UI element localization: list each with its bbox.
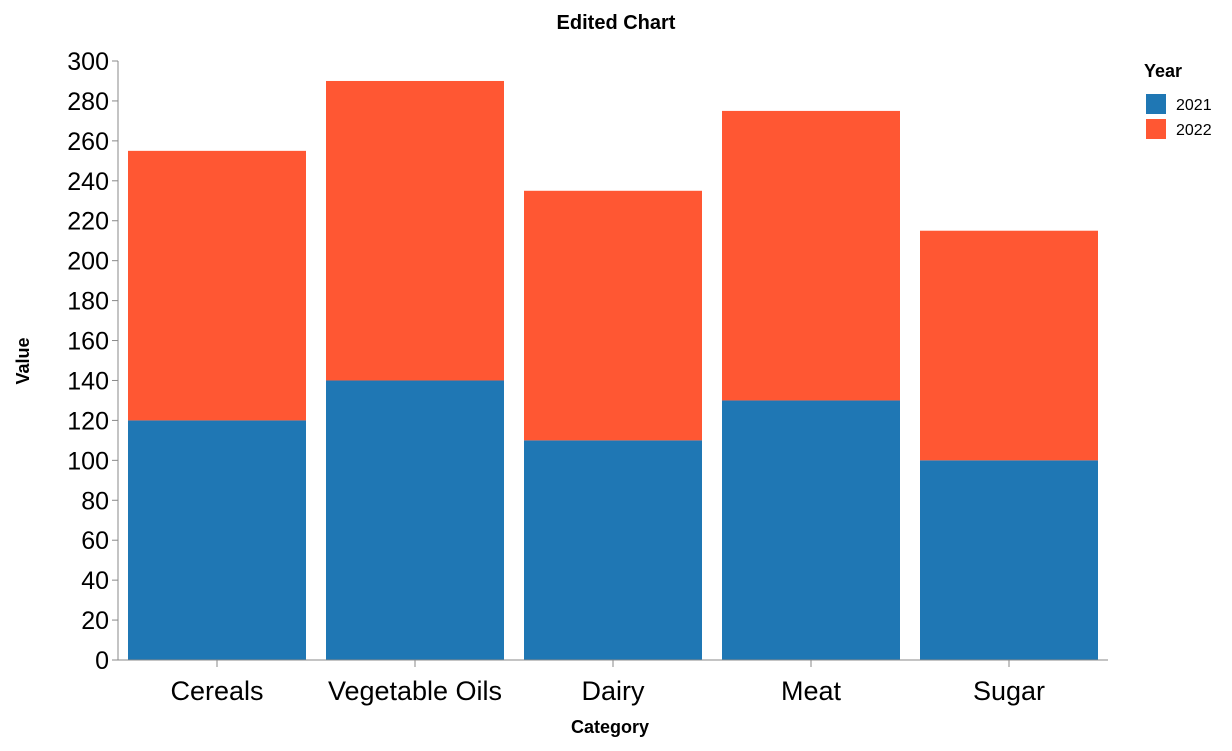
x-tick-label: Vegetable Oils <box>328 676 502 706</box>
y-tick-label: 220 <box>67 208 109 236</box>
chart-title: Edited Chart <box>557 12 676 34</box>
y-tick-label: 40 <box>81 567 109 595</box>
y-axis-title: Value <box>13 337 33 384</box>
y-tick-label: 100 <box>67 447 109 475</box>
bar-2021-cereals <box>128 420 306 660</box>
bar-2021-vegetable-oils <box>326 380 504 660</box>
y-tick-label: 280 <box>67 88 109 116</box>
x-tick-label: Sugar <box>973 676 1045 706</box>
legend-label-2022: 2022 <box>1176 122 1212 139</box>
y-tick-label: 60 <box>81 527 109 555</box>
y-tick-label: 160 <box>67 328 109 356</box>
x-axis-title: Category <box>571 717 649 737</box>
x-tick-label: Dairy <box>581 676 645 706</box>
legend-swatch-2022 <box>1146 119 1166 139</box>
y-tick-label: 80 <box>81 487 109 515</box>
y-tick-label: 120 <box>67 407 109 435</box>
bar-2021-sugar <box>920 460 1098 660</box>
y-tick-label: 20 <box>81 607 109 635</box>
bar-2022-vegetable-oils <box>326 80 504 381</box>
bars-layer <box>128 80 1098 660</box>
bar-2022-dairy <box>524 190 702 441</box>
y-tick-label: 0 <box>95 647 109 675</box>
bar-2022-meat <box>722 110 900 401</box>
x-axis: Cereals Vegetable Oils Dairy Meat Sugar <box>118 659 1108 706</box>
x-tick-label: Meat <box>781 676 842 706</box>
legend-swatch-2021 <box>1146 94 1166 114</box>
y-tick-label: 240 <box>67 168 109 196</box>
legend-title: Year <box>1144 61 1182 81</box>
y-tick-label: 260 <box>67 128 109 156</box>
y-axis: 0 20 40 60 80 100 120 140 160 180 200 220 240 260 280 3… <box>67 48 119 675</box>
y-tick-label: 300 <box>67 48 109 76</box>
legend: Year 2021 2022 <box>1144 61 1212 139</box>
y-tick-label: 200 <box>67 248 109 276</box>
x-tick-label: Cereals <box>170 676 263 706</box>
bar-2022-cereals <box>128 150 306 421</box>
y-tick-label: 180 <box>67 288 109 316</box>
bar-2021-dairy <box>524 440 702 660</box>
legend-label-2021: 2021 <box>1176 97 1212 114</box>
y-tick-label: 140 <box>67 367 109 395</box>
bar-2021-meat <box>722 400 900 660</box>
bar-2022-sugar <box>920 230 1098 461</box>
